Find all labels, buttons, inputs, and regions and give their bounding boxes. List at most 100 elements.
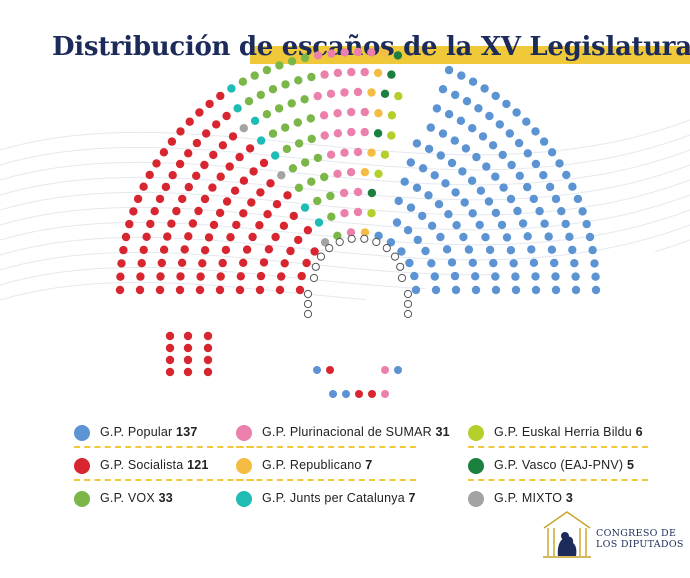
seat-g-p-popular <box>431 285 441 295</box>
seat-g-p-vox <box>293 118 302 127</box>
seat-g-p-popular <box>484 197 494 206</box>
seat-g-p-socialista <box>116 272 125 281</box>
seat-g-p-socialista <box>297 271 306 281</box>
government-bench-seat <box>403 299 413 309</box>
seat-g-p-popular <box>506 194 516 204</box>
seat-g-p-vox <box>294 183 304 192</box>
hemicycle-chart <box>115 47 601 398</box>
seat-g-p-socialista <box>165 355 175 365</box>
seat-g-p-socialista <box>192 138 202 148</box>
seat-g-p-vox <box>256 90 265 100</box>
seat-g-p-popular <box>491 208 501 218</box>
seat-g-p-popular <box>511 285 521 295</box>
seat-g-p-popular <box>394 196 403 206</box>
seat-g-p-socialista <box>145 170 154 180</box>
seat-g-p-socialista <box>176 272 185 281</box>
seat-g-p-vox <box>307 134 316 144</box>
seat-g-p-vasco-eaj-pnv <box>387 70 396 79</box>
seat-g-p-socialista <box>165 367 175 377</box>
seat-g-p-plurinacional-de-sumar <box>340 88 349 97</box>
seat-g-p-socialista <box>133 194 143 204</box>
seat-g-p-socialista <box>218 141 228 150</box>
seat-g-p-socialista <box>184 149 193 158</box>
seat-g-p-socialista <box>175 159 185 169</box>
seat-g-p-socialista <box>136 272 145 281</box>
seat-g-p-socialista <box>156 272 165 281</box>
seat-g-p-vox <box>307 72 316 82</box>
seat-g-p-socialista <box>183 331 193 341</box>
presidency-table-seat <box>329 390 337 398</box>
seat-g-p-socialista <box>245 144 255 153</box>
presidency-table-seat <box>355 390 363 398</box>
seat-g-p-socialista <box>216 172 225 181</box>
seat-g-p-popular <box>531 127 540 136</box>
seat-g-p-popular <box>392 218 402 227</box>
seat-g-p-plurinacional-de-sumar <box>333 109 342 118</box>
seat-g-p-socialista <box>200 160 209 170</box>
seat-g-p-republicano <box>373 68 383 78</box>
seat-g-p-popular <box>472 152 481 162</box>
government-bench-seat <box>403 289 413 299</box>
seat-g-p-popular <box>430 171 439 180</box>
seat-g-p-popular <box>515 171 524 180</box>
seat-g-p-socialista <box>165 343 175 353</box>
seat-g-p-plurinacional-de-sumar <box>320 131 329 140</box>
seat-g-p-socialista <box>139 245 148 255</box>
seat-g-p-popular <box>412 139 422 148</box>
government-bench-seat <box>303 289 313 299</box>
seat-g-p-popular <box>456 116 466 126</box>
seat-g-p-popular <box>441 179 450 188</box>
presidency-table-seat <box>381 390 389 398</box>
seat-g-p-socialista <box>215 285 225 295</box>
seat-g-p-socialista <box>159 245 169 254</box>
seat-g-p-popular <box>497 220 507 230</box>
presidency-table-seat <box>326 366 334 374</box>
seat-g-p-popular <box>531 159 541 169</box>
seat-g-p-socialista <box>155 194 165 204</box>
seat-g-p-vox <box>320 172 329 182</box>
seat-g-p-popular <box>578 207 587 216</box>
seat-g-p-popular <box>591 272 600 281</box>
seat-g-p-socialista <box>294 235 303 245</box>
seat-g-p-socialista <box>203 343 213 353</box>
seat-g-p-socialista <box>209 220 219 230</box>
seat-g-p-socialista <box>239 209 248 218</box>
seat-g-p-popular <box>424 144 434 154</box>
seat-g-p-plurinacional-de-sumar <box>346 168 356 177</box>
seat-g-p-popular <box>403 226 413 235</box>
seat-g-p-popular <box>482 162 491 171</box>
seat-g-p-popular <box>502 99 511 109</box>
seat-g-p-socialista <box>195 108 204 117</box>
seat-g-p-socialista <box>222 111 231 121</box>
seat-g-p-republicano <box>374 109 383 118</box>
seat-g-p-popular <box>451 90 460 100</box>
seat-g-p-socialista <box>188 219 198 228</box>
seat-g-p-vox <box>313 153 323 163</box>
seat-g-p-popular <box>562 170 571 180</box>
seat-g-p-socialista <box>264 245 274 254</box>
seat-g-p-socialista <box>239 176 249 185</box>
seat-g-p-popular <box>481 233 490 242</box>
seat-g-p-popular <box>397 247 406 256</box>
seat-g-p-popular <box>451 188 460 197</box>
seat-g-p-socialista <box>161 182 171 192</box>
seat-g-p-popular <box>513 206 522 216</box>
seat-g-p-popular <box>374 231 383 240</box>
seat-g-p-popular <box>539 137 549 146</box>
seat-g-p-vox <box>300 53 310 63</box>
seat-g-p-popular <box>405 258 414 268</box>
presidency-table-seat <box>368 390 376 398</box>
seat-g-p-socialista <box>310 247 319 256</box>
seat-g-p-plurinacional-de-sumar <box>320 70 329 79</box>
seat-g-p-socialista <box>215 208 225 218</box>
seat-g-p-popular <box>571 285 581 295</box>
seat-g-p-socialista <box>150 207 159 216</box>
seat-g-p-popular <box>555 159 564 168</box>
seat-g-p-junts-per-catalunya <box>314 218 324 227</box>
seat-g-p-socialista <box>203 355 213 365</box>
seat-g-p-socialista <box>194 206 203 216</box>
seat-g-p-junts-per-catalunya <box>227 84 236 93</box>
seat-g-p-popular <box>571 272 580 281</box>
seat-g-p-socialista <box>117 259 126 268</box>
